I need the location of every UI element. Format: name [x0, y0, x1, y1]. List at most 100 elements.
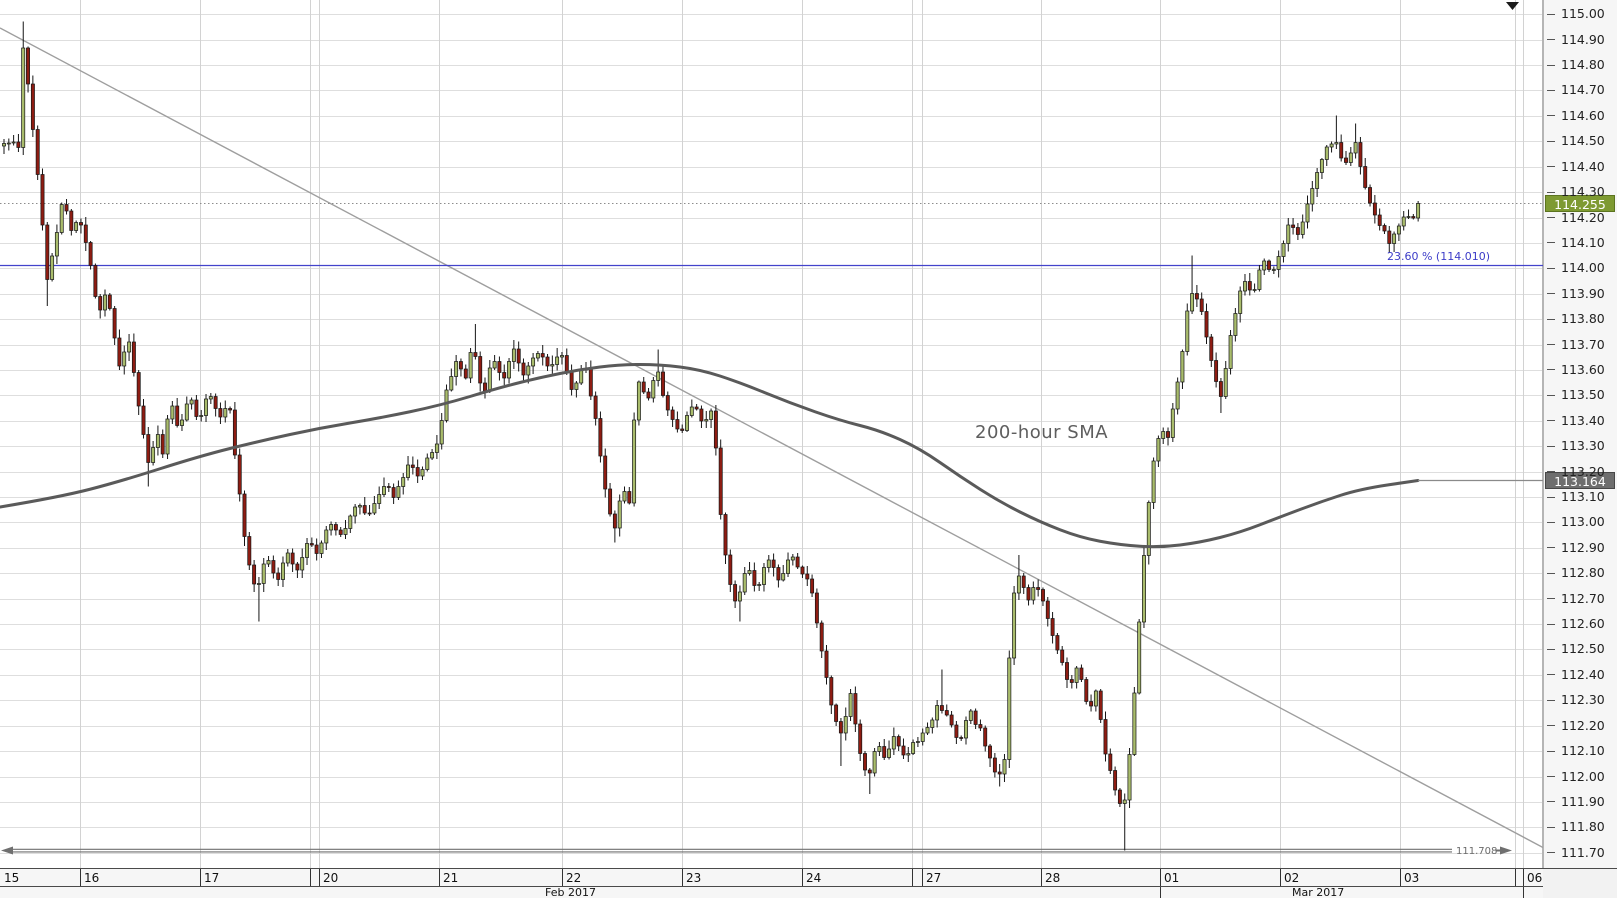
chart-annotations: 200-hour SMA 23.60 % (114.010) 111.708 — [975, 2, 1519, 857]
candle-up — [1175, 381, 1180, 410]
candle-down — [1358, 142, 1363, 167]
candle-up — [915, 741, 920, 743]
candle-up — [1281, 243, 1286, 257]
price-tick — [1547, 547, 1555, 548]
day-label: 27 — [926, 871, 942, 885]
candle-down — [564, 355, 569, 372]
candle-up — [632, 419, 637, 504]
candle-down — [1247, 281, 1252, 291]
candle-down — [1267, 260, 1271, 270]
left-arrow-icon — [1, 846, 13, 855]
candle-up — [285, 552, 290, 564]
candle-up — [526, 365, 531, 376]
sma-line[interactable] — [0, 362, 1420, 549]
candle-down — [959, 737, 964, 739]
support-ray[interactable] — [1, 846, 1512, 855]
candle-down — [93, 265, 98, 297]
price-tick-label: 114.90 — [1561, 31, 1605, 47]
price-tick-label: 114.10 — [1561, 234, 1605, 250]
price-axis[interactable]: 114.255 113.164 115.00 114.90 114.80 114.70… — [1543, 0, 1617, 868]
candle-down — [1194, 293, 1199, 300]
day-tick — [1400, 869, 1401, 886]
price-tick — [1547, 674, 1555, 675]
candle-up — [1007, 657, 1012, 760]
day-tick — [439, 869, 440, 886]
candle-down — [829, 677, 834, 706]
candle-down — [271, 560, 276, 574]
price-tick-label: 114.60 — [1561, 107, 1605, 123]
price-tick-label: 114.40 — [1561, 158, 1605, 174]
price-tick — [1547, 115, 1555, 116]
candle-down — [988, 745, 992, 759]
price-tick — [1547, 191, 1555, 193]
candle-up — [1243, 281, 1247, 292]
candle-down — [1055, 635, 1060, 651]
candle-up — [1348, 152, 1353, 163]
candle-down — [1098, 690, 1103, 720]
candle-down — [218, 408, 223, 418]
price-tick — [1547, 267, 1555, 269]
day-label: 24 — [806, 871, 822, 885]
candle-down — [939, 705, 944, 711]
price-chart[interactable]: 200-hour SMA 23.60 % (114.010) 111.708 — [0, 0, 1543, 868]
price-tick — [1547, 140, 1555, 142]
candle-up — [425, 457, 430, 470]
candle-up — [689, 406, 694, 416]
candle-down — [1339, 142, 1344, 159]
candle-up — [204, 398, 208, 416]
candle-up — [54, 232, 59, 257]
price-tick-label: 114.00 — [1561, 260, 1605, 275]
price-tick-label: 111.90 — [1561, 793, 1605, 809]
candle-up — [891, 736, 896, 750]
price-tick-label: 112.60 — [1561, 616, 1605, 631]
price-tick — [1547, 13, 1555, 15]
day-label: 17 — [204, 871, 220, 885]
candle-up — [1334, 142, 1339, 145]
candle-up — [1252, 289, 1257, 291]
candle-up — [343, 528, 348, 535]
price-tick-label: 113.50 — [1561, 387, 1605, 402]
candle-down — [838, 721, 843, 734]
candle-down — [463, 368, 468, 379]
candle-up — [21, 47, 26, 148]
candle-up — [747, 570, 752, 574]
candle-down — [1113, 770, 1118, 791]
candle-down — [410, 464, 415, 468]
candle-down — [483, 382, 487, 392]
candle-up — [906, 753, 911, 756]
candle-up — [59, 204, 64, 233]
price-tick-label: 111.70 — [1561, 844, 1605, 860]
time-axis[interactable]: 15 16 17 20 21 22 23 24 27 28 01 02 03 06 — [0, 868, 1543, 887]
candle-down — [612, 513, 617, 529]
candle-up — [766, 559, 771, 568]
candle-down — [680, 428, 685, 431]
candle-up — [617, 500, 622, 529]
candle-down — [112, 308, 117, 339]
candle-down — [69, 210, 74, 231]
descending-trendline[interactable] — [0, 27, 1543, 849]
day-tick — [319, 869, 320, 886]
candle-up — [1132, 692, 1137, 755]
candle-up — [382, 486, 386, 495]
candle-up — [1127, 754, 1132, 801]
candle-down — [608, 488, 613, 515]
candle-down — [290, 552, 295, 565]
price-tick — [1547, 725, 1555, 726]
candle-up — [434, 443, 439, 453]
candle-down — [16, 141, 21, 148]
candle-up — [468, 352, 473, 379]
candle-up — [704, 419, 709, 422]
candle-down — [699, 408, 704, 422]
candle-down — [1089, 701, 1094, 707]
price-tick-label: 113.70 — [1561, 336, 1605, 352]
candle-up — [1315, 172, 1320, 189]
price-tick — [1547, 572, 1555, 574]
right-arrow-icon — [1500, 846, 1512, 855]
candle-up — [305, 543, 309, 558]
price-tick — [1547, 623, 1555, 625]
candle-down — [728, 554, 733, 585]
candle-up — [357, 505, 362, 508]
candle-up — [1223, 368, 1228, 397]
candle-down — [1291, 224, 1296, 228]
candle-down — [1199, 298, 1204, 312]
